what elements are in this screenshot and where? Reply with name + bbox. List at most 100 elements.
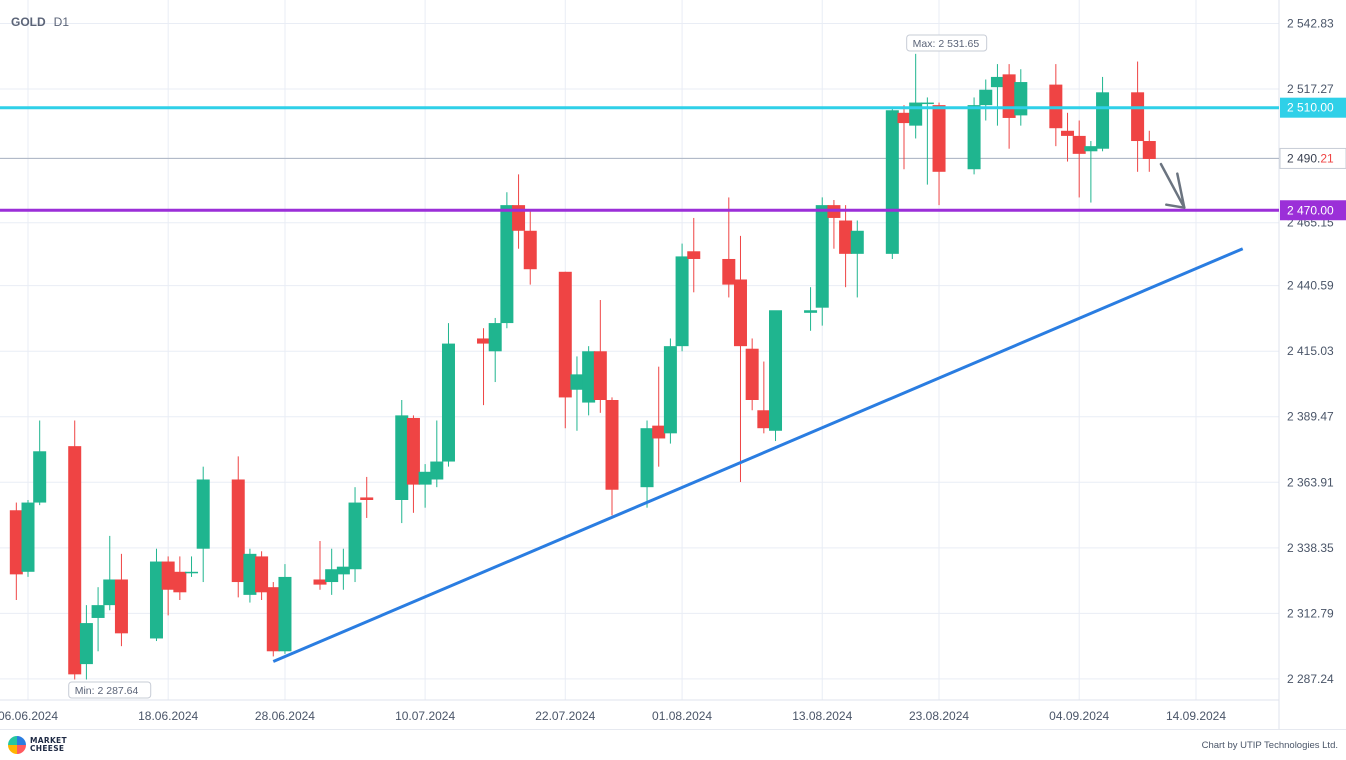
candle-up (663, 346, 677, 434)
timeframe-label: D1 (53, 15, 70, 29)
level-price-tag (1280, 97, 1346, 118)
candle-down (1142, 141, 1156, 159)
chart-footer: MARKET CHEESE Chart by UTIP Technologies… (0, 729, 1346, 760)
candle-down (9, 510, 23, 575)
candle-up (21, 502, 35, 572)
candle-up (79, 623, 93, 665)
current-price-tail: 21 (1320, 151, 1334, 165)
candle-up (33, 451, 47, 503)
symbol-name: GOLD (11, 15, 46, 29)
x-tick-label: 06.06.2024 (0, 709, 58, 723)
candle-up (967, 105, 981, 170)
min-label: Min: 2 287.64 (75, 685, 139, 697)
candle-down (360, 497, 374, 500)
logo-text: MARKET CHEESE (30, 737, 67, 753)
candle-down (173, 571, 187, 593)
candle-down (255, 556, 269, 593)
min-label-box (68, 681, 152, 699)
candle-up (769, 310, 783, 431)
x-tick-label: 10.07.2024 (395, 709, 455, 723)
candle-down (313, 579, 327, 585)
candle-up (196, 479, 210, 549)
candle-down (932, 105, 946, 172)
candle-down (652, 425, 666, 439)
candle-down (687, 251, 701, 259)
x-tick-label: 04.09.2024 (1049, 709, 1109, 723)
candle-up (243, 553, 257, 595)
candle-up (850, 230, 864, 254)
candle-up (325, 569, 339, 583)
y-tick-label: 2 517.27 (1287, 82, 1334, 96)
candle-up (149, 561, 163, 639)
logo-line-1: MARKET (30, 736, 67, 745)
candle-down (231, 479, 245, 583)
candle-up (885, 110, 899, 254)
level-price-label: 2 510.00 (1287, 101, 1334, 115)
candle-down (477, 338, 491, 344)
candle-down (733, 279, 747, 347)
candle-up (675, 256, 689, 347)
max-label: Max: 2 531.65 (913, 38, 980, 50)
candle-up (488, 323, 502, 352)
candle-down (605, 400, 619, 490)
candle-up (1014, 82, 1028, 116)
x-tick-label: 22.07.2024 (535, 709, 595, 723)
candle-down (897, 112, 911, 124)
y-tick-label: 2 440.59 (1287, 279, 1334, 293)
candle-down (1131, 92, 1145, 142)
ascending-trendline (272, 247, 1244, 663)
logo-icon (8, 736, 26, 754)
price-chart[interactable]: 2 542.832 517.272 490.212 465.152 440.59… (0, 0, 1346, 729)
candle-up (920, 102, 934, 105)
candle-down (114, 579, 128, 634)
candle-up (430, 461, 444, 480)
x-tick-label: 13.08.2024 (792, 709, 852, 723)
candle-up (582, 351, 596, 403)
y-tick-label: 2 415.03 (1287, 344, 1334, 358)
logo-line-2: CHEESE (30, 744, 65, 753)
candle-down (593, 351, 607, 400)
max-label-box (906, 34, 988, 52)
candle-up (1096, 92, 1110, 149)
candle-up (1084, 146, 1098, 152)
candle-up (815, 205, 829, 308)
market-cheese-logo: MARKET CHEESE (8, 736, 67, 754)
candle-up (804, 310, 818, 313)
candle-down (406, 417, 420, 485)
candle-down (1061, 130, 1075, 136)
candle-up (979, 89, 993, 106)
y-tick-label: 2 363.91 (1287, 475, 1334, 489)
y-tick-label: 2 542.83 (1287, 17, 1334, 31)
candle-up (91, 605, 105, 618)
current-price-label: 2 490.21 (1287, 151, 1334, 165)
current-price-tag (1279, 147, 1346, 169)
x-tick-label: 18.06.2024 (138, 709, 198, 723)
level-price-label: 2 470.00 (1287, 203, 1334, 217)
candle-up (103, 579, 117, 606)
candle-down (161, 561, 175, 590)
candle-up (278, 576, 292, 652)
chart-credit: Chart by UTIP Technologies Ltd. (1201, 740, 1338, 751)
candle-down (1072, 135, 1086, 154)
candle-up (570, 374, 584, 390)
forecast-arrow-shaft (1159, 162, 1186, 209)
candle-up (441, 343, 455, 462)
candle-down (266, 587, 280, 652)
candle-up (395, 415, 409, 500)
forecast-arrow-head (1165, 172, 1186, 209)
candle-up (990, 76, 1004, 88)
candle-up (348, 502, 362, 570)
x-tick-label: 01.08.2024 (652, 709, 712, 723)
candle-down (68, 446, 82, 675)
candle-up (336, 566, 350, 575)
y-tick-label: 2 287.24 (1287, 672, 1334, 686)
candle-down (558, 271, 572, 398)
x-tick-label: 23.08.2024 (909, 709, 969, 723)
candle-down (1002, 74, 1016, 118)
candle-down (745, 348, 759, 400)
candle-up (640, 428, 654, 488)
x-tick-label: 28.06.2024 (255, 709, 315, 723)
candle-up (909, 102, 923, 126)
candle-down (722, 258, 736, 285)
candle-down (523, 230, 537, 270)
